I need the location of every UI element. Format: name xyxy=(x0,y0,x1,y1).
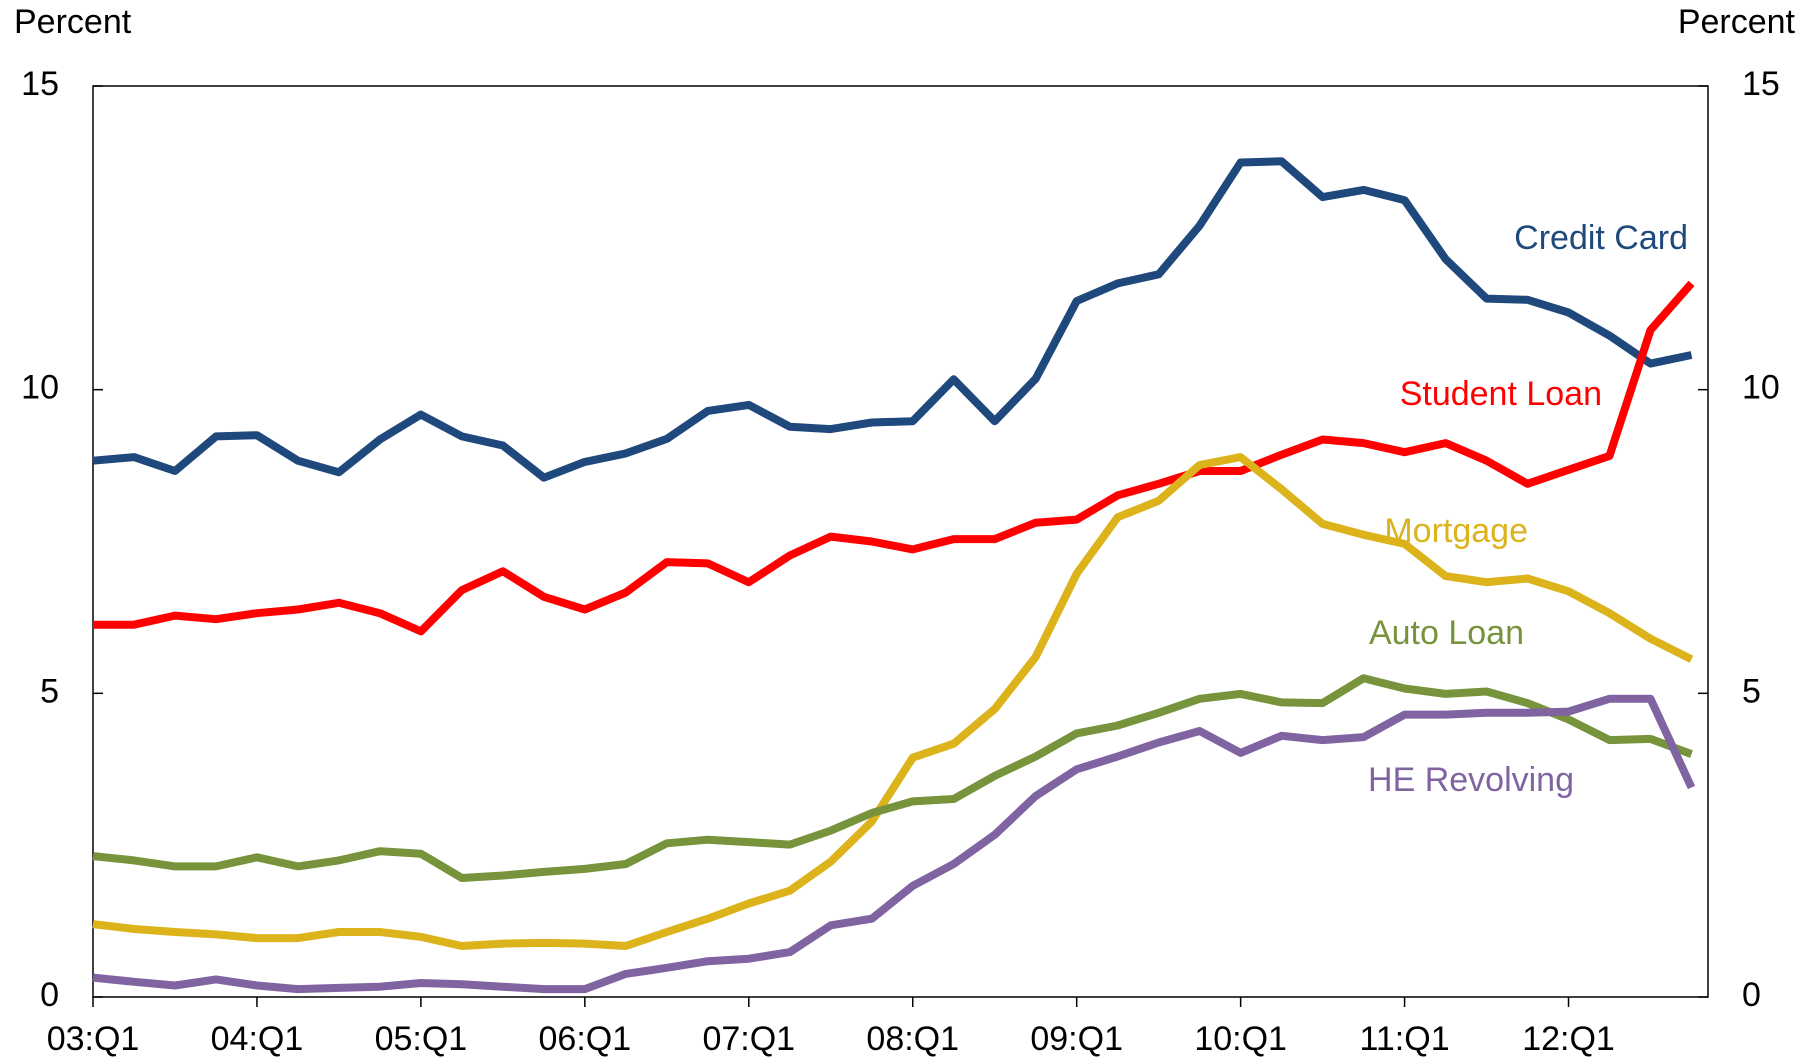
x-tick-label: 08:Q1 xyxy=(866,1020,959,1058)
y-tick-label: 5 xyxy=(40,672,59,710)
series-line xyxy=(92,453,1694,950)
y-tick-label: 10 xyxy=(21,369,59,407)
x-tick-label: 12:Q1 xyxy=(1522,1020,1615,1058)
y2-axis-label: Percent xyxy=(1678,3,1796,41)
series-line xyxy=(93,280,1695,636)
series-label: Mortgage xyxy=(1384,512,1528,550)
series-line xyxy=(92,674,1693,882)
series-label: Credit Card xyxy=(1514,219,1688,257)
x-tick-label: 05:Q1 xyxy=(375,1020,468,1058)
series-line xyxy=(92,694,1696,994)
plot-frame xyxy=(92,85,1709,998)
series-label: Auto Loan xyxy=(1369,614,1524,652)
y2-tick-label: 0 xyxy=(1742,976,1761,1014)
series-label: HE Revolving xyxy=(1368,761,1574,799)
y-axis-label: Percent xyxy=(14,3,132,41)
x-tick-label: 04:Q1 xyxy=(211,1020,304,1058)
series-label: Student Loan xyxy=(1400,375,1602,413)
x-tick-label: 10:Q1 xyxy=(1194,1020,1287,1058)
x-tick-label: 11:Q1 xyxy=(1360,1020,1450,1058)
y2-tick-label: 5 xyxy=(1742,672,1761,710)
y2-tick-label: 15 xyxy=(1742,65,1780,103)
y-tick-label: 0 xyxy=(40,976,59,1014)
series-line xyxy=(92,157,1693,482)
x-tick-label: 07:Q1 xyxy=(702,1020,795,1058)
x-tick-label: 09:Q1 xyxy=(1030,1020,1123,1058)
y2-tick-label: 10 xyxy=(1742,369,1780,407)
y-tick-label: 15 xyxy=(21,65,59,103)
x-tick-label: 06:Q1 xyxy=(539,1020,632,1058)
x-tick-label: 03:Q1 xyxy=(47,1020,140,1058)
